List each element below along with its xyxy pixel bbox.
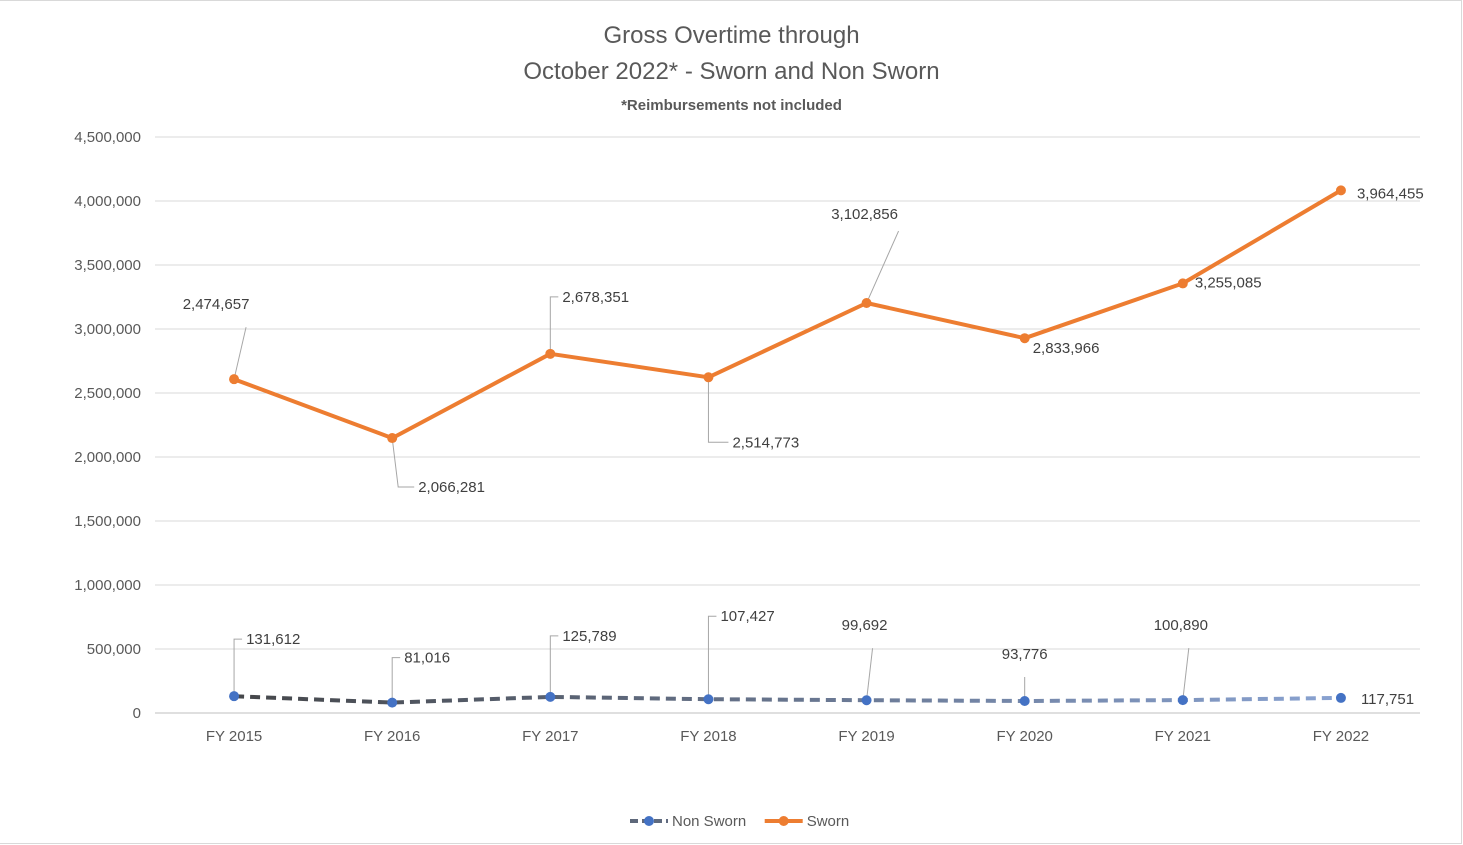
x-axis-tick-labels: FY 2015 FY 2016 FY 2017 FY 2018 FY 2019 FY 20… [206,728,1369,745]
sworn-data-label: 2,514,773 [732,434,799,451]
sworn-data-label: 2,474,657 [183,296,250,313]
x-tick-label: FY 2022 [1313,728,1369,745]
y-tick-label: 500,000 [87,641,141,658]
non-sworn-marker [1177,695,1188,706]
chart-title-line2: October 2022* - Sworn and Non Sworn [523,58,940,85]
y-tick-label: 3,500,000 [74,257,141,274]
x-tick-label: FY 2018 [680,728,736,745]
gridlines [155,136,1420,714]
non-sworn-data-label: 81,016 [404,650,450,667]
leader-line [1182,648,1190,701]
x-tick-label: FY 2015 [206,728,262,745]
sworn-marker [229,374,240,385]
legend-marker [644,816,654,826]
y-tick-label: 3,000,000 [74,321,141,338]
sworn-data-label: 2,066,281 [418,479,485,496]
sworn-marker [861,298,872,309]
legend-label: Sworn [807,813,850,830]
leader-line [866,230,900,304]
legend-marker [778,816,789,826]
x-tick-label: FY 2019 [838,728,894,745]
x-tick-label: FY 2021 [1155,728,1211,745]
sworn-marker [1019,333,1030,344]
non-sworn-marker [703,694,714,705]
data-label-leader-lines [233,230,1190,703]
sworn-data-label: 2,833,966 [1033,340,1100,357]
sworn-marker [1335,185,1346,196]
legend: Non Sworn Sworn [630,813,849,830]
x-tick-label: FY 2020 [996,728,1052,745]
series-markers [229,185,1346,708]
sworn-marker [545,348,556,359]
sworn-data-label: 3,964,455 [1357,185,1424,202]
sworn-marker [703,372,714,383]
leader-line [233,638,243,697]
y-tick-label: 0 [133,705,141,722]
non-sworn-marker [229,691,240,702]
y-tick-label: 1,500,000 [74,513,141,530]
sworn-marker [387,433,398,444]
y-tick-label: 4,000,000 [74,193,141,210]
leader-line [391,657,401,703]
leader-line [707,377,729,443]
y-tick-label: 2,500,000 [74,385,141,402]
non-sworn-marker [861,695,872,706]
sworn-data-label: 3,102,856 [831,206,898,223]
chart-subtitle: *Reimbursements not included [621,97,842,114]
leader-line [866,648,874,701]
non-sworn-marker [1335,692,1346,703]
x-tick-label: FY 2017 [522,728,578,745]
series-lines [232,188,1343,705]
non-sworn-data-label: 107,427 [720,608,774,625]
leader-line [233,327,247,380]
y-tick-label: 2,000,000 [74,449,141,466]
leader-line [549,635,559,697]
y-tick-label: 1,000,000 [74,577,141,594]
x-tick-label: FY 2016 [364,728,420,745]
non-sworn-data-label: 99,692 [842,617,888,634]
sworn-line [232,188,1343,441]
y-axis-tick-labels: 0 500,000 1,000,000 1,500,000 2,000,000 2,500… [74,129,141,722]
non-sworn-line [234,694,1341,705]
leader-line [391,437,415,488]
legend-label: Non Sworn [672,813,746,830]
non-sworn-marker [1019,695,1030,706]
non-sworn-data-label: 93,776 [1002,646,1048,663]
non-sworn-marker [545,691,556,702]
non-sworn-marker [387,697,398,708]
non-sworn-data-label: 125,789 [562,628,616,645]
non-sworn-data-label: 131,612 [246,631,300,648]
non-sworn-data-label: 117,751 [1361,691,1414,708]
data-labels: 131,612 81,016 125,789 107,427 99,692 93,776 1… [183,185,1424,708]
sworn-data-label: 2,678,351 [562,289,629,306]
y-tick-label: 4,500,000 [74,129,141,146]
chart-title-line1: Gross Overtime through [603,22,860,49]
sworn-marker [1177,278,1188,289]
leader-line [549,296,559,354]
leader-line [707,615,717,700]
sworn-data-label: 3,255,085 [1195,274,1262,291]
non-sworn-data-label: 100,890 [1154,617,1208,634]
